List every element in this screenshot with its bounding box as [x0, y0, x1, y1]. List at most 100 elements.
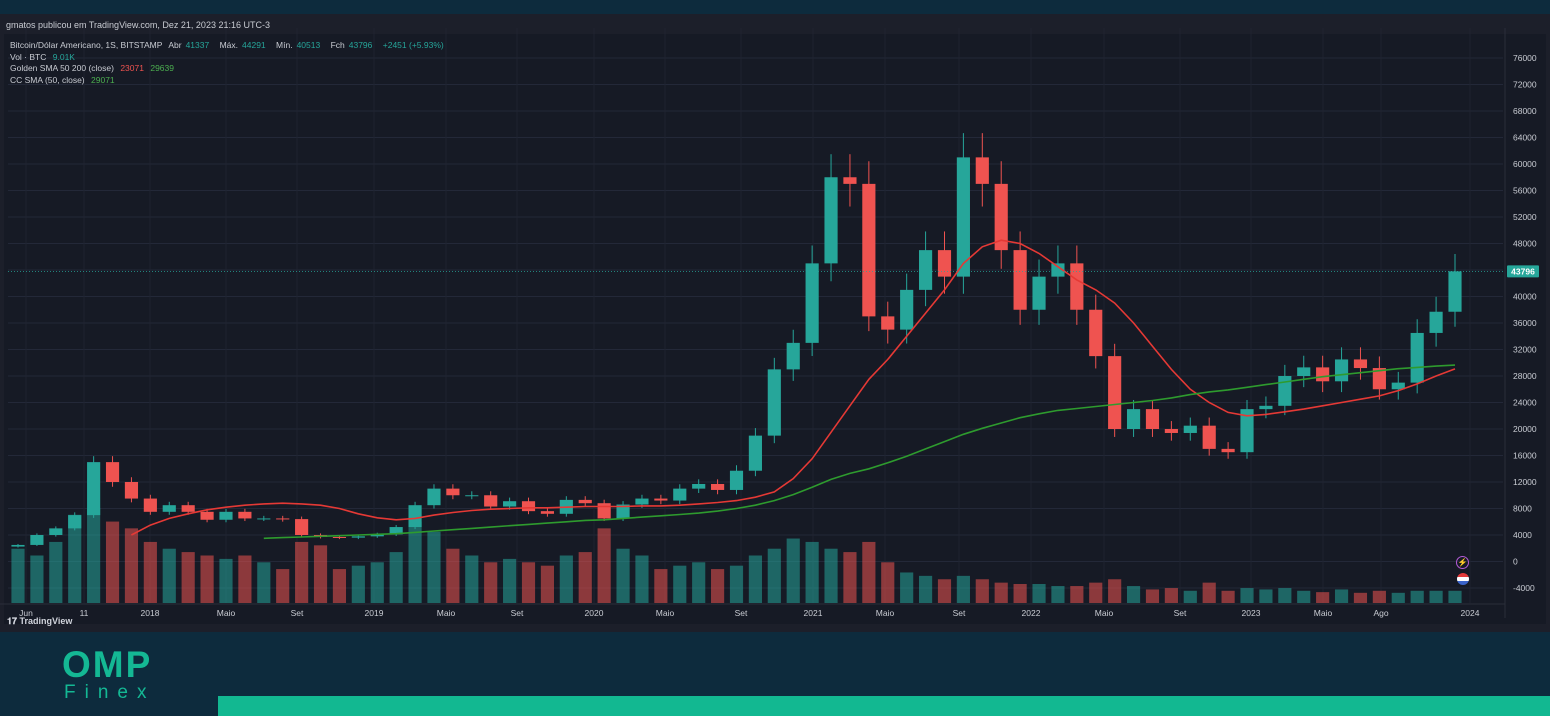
price-chart[interactable]: 76000 72000 68000 64000 60000 56000 52000 48000… — [0, 28, 1550, 618]
candle-body — [87, 462, 101, 516]
volume-bar — [1089, 582, 1103, 603]
candle-body — [446, 488, 460, 496]
close-value: 43796 — [348, 40, 373, 50]
volume-bar — [748, 555, 762, 603]
volume-bar — [313, 545, 328, 603]
candle-body — [1259, 405, 1273, 410]
volume-bar — [389, 552, 403, 603]
candle-body — [1164, 429, 1178, 433]
high-value: 44291 — [242, 40, 266, 50]
candle-body — [654, 498, 668, 501]
y-tick-label: 72000 — [1513, 80, 1537, 90]
volume-bar — [673, 565, 687, 603]
candle-body — [1221, 448, 1235, 453]
candle-body — [616, 504, 630, 519]
x-tick-label: Maio — [1314, 608, 1333, 618]
volume-bar — [1429, 590, 1443, 603]
volume-bar — [295, 541, 309, 603]
volume-bar — [862, 541, 876, 603]
candle-body — [1316, 367, 1330, 382]
legend-cc-row: CC SMA (50, close) 29071 — [10, 75, 448, 87]
y-tick-label: 16000 — [1513, 451, 1537, 461]
volume-bar — [200, 555, 214, 603]
golden-sma50-value: 23071 — [120, 63, 144, 73]
last-price-badge — [1507, 265, 1539, 278]
lightning-icon[interactable]: ⚡ — [1456, 556, 1469, 569]
candle-body — [1410, 332, 1424, 383]
candle-body — [332, 536, 347, 538]
y-tick-label: 24000 — [1513, 398, 1537, 408]
x-tick-label: 2023 — [1242, 608, 1261, 618]
candle-body — [748, 435, 762, 471]
us-flag-icon[interactable] — [1457, 573, 1469, 585]
volume-bar — [87, 508, 101, 603]
candle-body — [1145, 409, 1160, 429]
candle-body — [370, 534, 384, 537]
x-tick-label: Set — [291, 608, 304, 618]
volume-bar — [68, 514, 82, 603]
volume-bar — [900, 572, 914, 603]
candle-body — [1108, 356, 1122, 429]
bottom-accent-bar — [218, 696, 1550, 716]
volume-bar — [1278, 588, 1292, 603]
candle-body — [1070, 263, 1084, 310]
golden-label[interactable]: Golden SMA 50 200 (close) — [10, 63, 114, 73]
y-tick-label: 56000 — [1513, 186, 1537, 196]
y-tick-label: 0 — [1513, 557, 1518, 567]
volume-bar — [1297, 590, 1311, 603]
chart-frame: gmatos publicou em TradingView.com, Dez … — [0, 14, 1550, 632]
volume-bar — [597, 528, 611, 603]
candle-body — [956, 157, 970, 277]
volume-label[interactable]: Vol · BTC — [10, 51, 47, 62]
x-tick-label: 2021 — [804, 608, 823, 618]
sma200-line — [263, 364, 1456, 540]
legend-symbol-row: Bitcoin/Dólar Americano, 1S, BITSTAMP Ab… — [10, 40, 448, 52]
candle-body — [143, 498, 157, 512]
candle-body — [1334, 359, 1349, 382]
candle-body — [1448, 271, 1462, 312]
volume-bar — [1259, 589, 1273, 603]
x-tick-label: Ago — [1373, 608, 1388, 618]
volume-bar — [1316, 592, 1330, 603]
volume-bar — [540, 565, 554, 603]
close-label: Fch — [330, 40, 345, 50]
candle-body — [238, 511, 252, 519]
open-value: 41337 — [185, 40, 210, 50]
volume-bar — [219, 558, 233, 603]
plot-area[interactable] — [4, 34, 1546, 624]
volume-bar — [1353, 592, 1368, 603]
candle-body — [1051, 263, 1065, 277]
volume-bar — [105, 521, 120, 603]
candle-body — [1372, 368, 1386, 390]
cc-label[interactable]: CC SMA (50, close) — [10, 74, 85, 85]
legend-symbol[interactable]: Bitcoin/Dólar Americano, 1S, BITSTAMP — [10, 40, 163, 50]
volume-bar — [238, 555, 252, 603]
y-tick-label: 4000 — [1513, 530, 1532, 540]
candle-body — [257, 518, 271, 520]
volume-bar — [919, 575, 933, 603]
low-label: Mín. — [276, 40, 293, 50]
volume-bar — [843, 552, 857, 603]
y-tick-label: 40000 — [1513, 292, 1537, 302]
volume-bar — [786, 538, 800, 603]
x-tick-label: Jun — [19, 608, 33, 618]
candle-body — [484, 495, 498, 507]
volume-bar — [465, 555, 479, 603]
volume-bar — [124, 528, 139, 603]
volume-bar — [1410, 590, 1424, 603]
x-tick-label: 2022 — [1022, 608, 1041, 618]
tradingview-footer[interactable]: 𝟏𝟕 TradingView — [7, 616, 72, 627]
legend-volume-row: Vol · BTC 9.01K — [10, 52, 448, 64]
candle-body — [68, 515, 82, 529]
volume-bar — [994, 582, 1008, 603]
volume-bar — [351, 565, 365, 603]
x-tick-label: Maio — [217, 608, 236, 618]
candle-body — [673, 488, 687, 501]
tradingview-brand: TradingView — [19, 616, 73, 626]
candle-body — [465, 495, 479, 497]
y-tick-label: 32000 — [1513, 345, 1537, 355]
volume-bar — [729, 565, 744, 603]
candle-body — [521, 501, 536, 512]
candle-body — [219, 511, 233, 520]
omp-finex-logo: OMP Finex — [62, 646, 155, 704]
